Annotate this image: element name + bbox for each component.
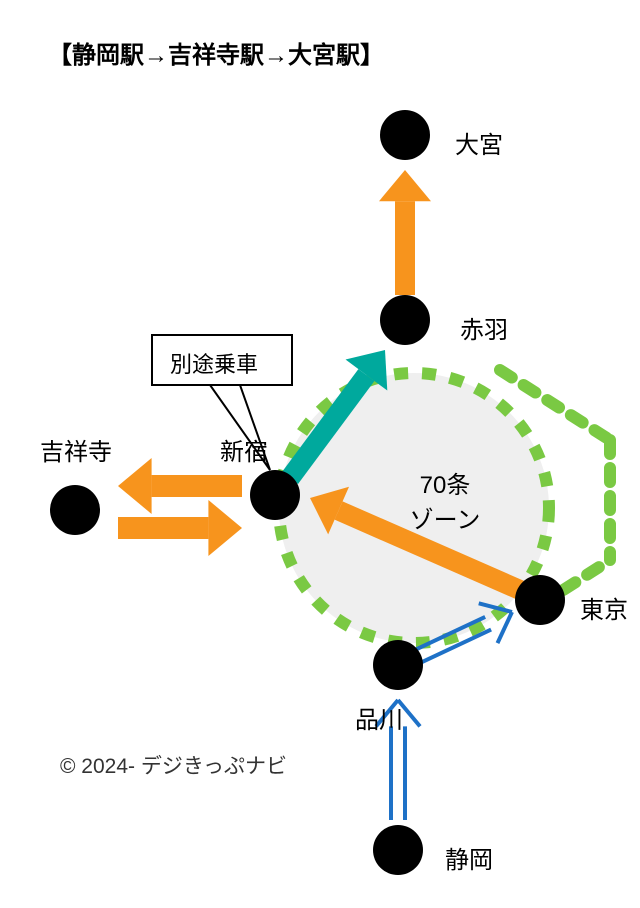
copyright-text: © 2024- デジきっぷナビ bbox=[60, 750, 287, 780]
node-label-omiya: 大宮 bbox=[455, 125, 503, 160]
node-label-shizuoka: 静岡 bbox=[445, 840, 493, 875]
node-label-shinjuku: 新宿 bbox=[220, 432, 268, 467]
diagram-canvas: 【静岡駅→吉祥寺駅→大宮駅】 © 2024- デジきっぷナビ 大宮赤羽新宿 吉祥寺… bbox=[0, 0, 640, 908]
node-label-kichijoji: 吉祥寺 bbox=[40, 432, 112, 467]
diagram-title: 【静岡駅→吉祥寺駅→大宮駅】 bbox=[48, 35, 384, 70]
zone-label: 70条ゾーン bbox=[400, 465, 490, 535]
node-label-shinagawa: 品川 bbox=[355, 700, 403, 735]
callout-text: 別途乗車 bbox=[170, 347, 258, 379]
node-label-tokyo: 東京 bbox=[580, 590, 628, 625]
node-label-akabane: 赤羽 bbox=[460, 310, 508, 345]
